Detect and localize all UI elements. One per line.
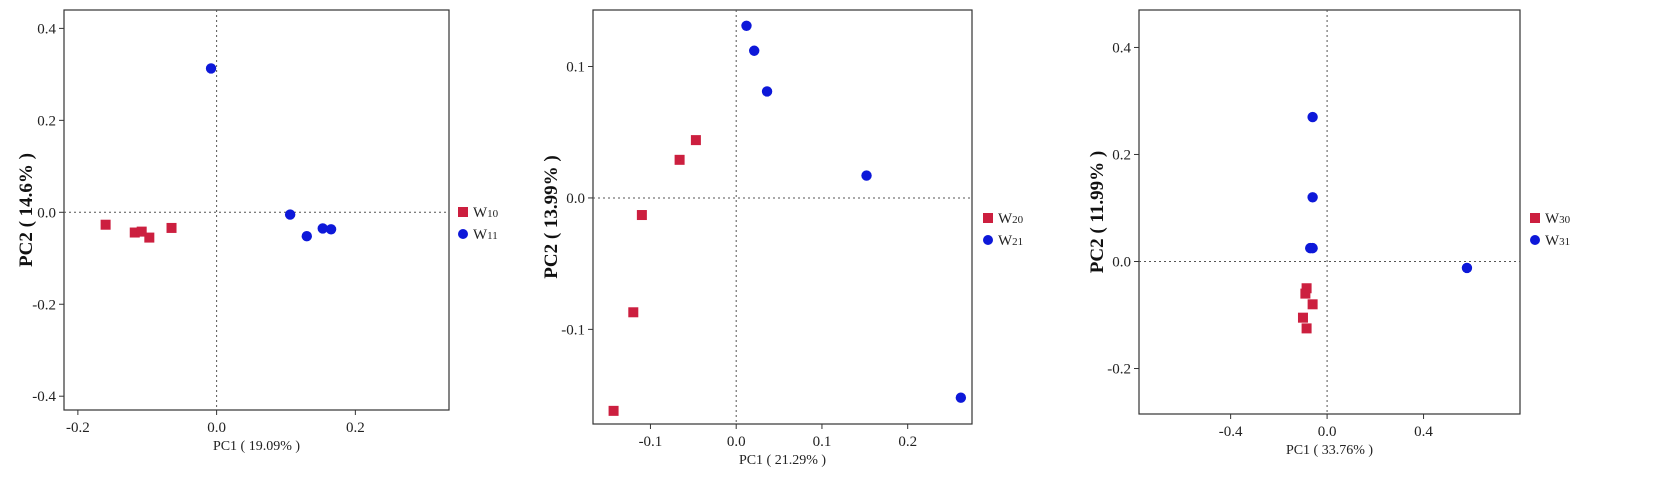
data-point-circle bbox=[1307, 111, 1318, 123]
y-tick-label: -0.1 bbox=[561, 322, 585, 338]
x-tick-label: -0.2 bbox=[66, 420, 90, 436]
data-point-square bbox=[1297, 312, 1308, 323]
x-tick-label: 0.1 bbox=[813, 434, 832, 450]
data-point-square bbox=[166, 222, 177, 233]
y-tick-label: 0.0 bbox=[1112, 254, 1131, 270]
x-tick-label: 0.2 bbox=[898, 434, 917, 450]
x-tick-label: 0.0 bbox=[727, 434, 746, 450]
plot-frame bbox=[1138, 9, 1521, 415]
x-axis-label: PC1 ( 33.76% ) bbox=[1286, 443, 1373, 458]
data-point-square bbox=[1301, 323, 1312, 334]
legend-marker-square bbox=[983, 213, 993, 223]
data-point-circle bbox=[741, 20, 752, 31]
y-axis-label: PC2 ( 13.99% ) bbox=[541, 155, 562, 278]
data-point-square bbox=[100, 219, 111, 230]
y-tick-label: 0.2 bbox=[1112, 147, 1131, 163]
x-tick-label: 0.4 bbox=[1414, 424, 1433, 440]
x-tick-label: -0.1 bbox=[639, 434, 663, 450]
x-tick-label: 0.2 bbox=[346, 420, 365, 436]
data-point-circle bbox=[1461, 262, 1473, 274]
data-point-square bbox=[636, 210, 647, 221]
plot-frame bbox=[592, 9, 973, 425]
data-point-square bbox=[136, 226, 147, 237]
x-axis-label: PC1 ( 21.29% ) bbox=[739, 453, 826, 468]
legend-marker-square bbox=[1530, 213, 1540, 223]
y-tick-label: 0.0 bbox=[37, 205, 56, 221]
data-point-square bbox=[608, 405, 619, 416]
data-point-circle bbox=[325, 224, 337, 235]
data-point-circle bbox=[749, 45, 760, 56]
data-point-square bbox=[674, 154, 685, 165]
legend-label: W11 bbox=[473, 227, 498, 243]
data-point-square bbox=[628, 307, 639, 318]
y-tick-label: 0.2 bbox=[37, 113, 56, 129]
x-tick-label: -0.4 bbox=[1219, 424, 1243, 440]
data-point-circle bbox=[301, 231, 312, 242]
y-tick-label: -0.4 bbox=[32, 389, 56, 405]
data-point-circle bbox=[284, 209, 296, 220]
legend-label: W30 bbox=[1545, 211, 1571, 227]
data-point-circle bbox=[861, 170, 872, 181]
legend-marker-circle bbox=[458, 229, 468, 239]
chart-panel-3: -0.4 0.0 0.4 -0.2 0.0 0.2 0.4 PC1 ( 33.76% ) PC2… bbox=[1087, 9, 1571, 458]
chart-panel-1: -0.2 0.0 0.2 -0.4 -0.2 0.0 0.2 0.4 PC1 ( 19.09% … bbox=[16, 9, 499, 454]
y-tick-label: -0.2 bbox=[32, 297, 56, 313]
data-point-circle bbox=[761, 86, 773, 97]
legend-label: W31 bbox=[1545, 233, 1570, 249]
data-point-square bbox=[1307, 299, 1318, 310]
y-tick-label: -0.2 bbox=[1107, 362, 1131, 378]
legend-label: W20 bbox=[998, 211, 1024, 227]
y-tick-label: 0.1 bbox=[566, 60, 585, 76]
x-tick-label: 0.0 bbox=[1318, 424, 1337, 440]
y-axis-label: PC2 ( 11.99% ) bbox=[1087, 151, 1108, 273]
x-axis-label: PC1 ( 19.09% ) bbox=[213, 439, 300, 454]
data-point-square bbox=[144, 232, 155, 243]
legend-label: W10 bbox=[473, 205, 499, 221]
data-point-square bbox=[690, 135, 701, 146]
data-point-circle bbox=[1307, 242, 1318, 254]
legend-marker-circle bbox=[983, 235, 993, 245]
legend-marker-square bbox=[458, 207, 468, 217]
data-point-circle bbox=[317, 223, 328, 234]
legend-label: W21 bbox=[998, 233, 1023, 249]
y-axis-label: PC2 ( 14.6% ) bbox=[16, 153, 37, 267]
x-tick-label: 0.0 bbox=[207, 420, 226, 436]
data-point-circle bbox=[205, 63, 217, 74]
legend-marker-circle bbox=[1530, 235, 1540, 245]
data-point-square bbox=[1300, 288, 1311, 299]
y-tick-label: 0.0 bbox=[566, 191, 585, 207]
data-point-circle bbox=[955, 392, 967, 403]
y-tick-label: 0.4 bbox=[37, 21, 56, 37]
plot-frame bbox=[63, 9, 450, 411]
data-point-square bbox=[1301, 283, 1312, 294]
data-point-square bbox=[129, 227, 140, 238]
data-point-circle bbox=[1307, 192, 1318, 203]
chart-panel-2: -0.1 0.0 0.1 0.2 -0.1 0.0 0.1 PC1 ( 21.29% ) PC2… bbox=[541, 9, 1024, 468]
y-tick-label: 0.4 bbox=[1112, 40, 1131, 56]
